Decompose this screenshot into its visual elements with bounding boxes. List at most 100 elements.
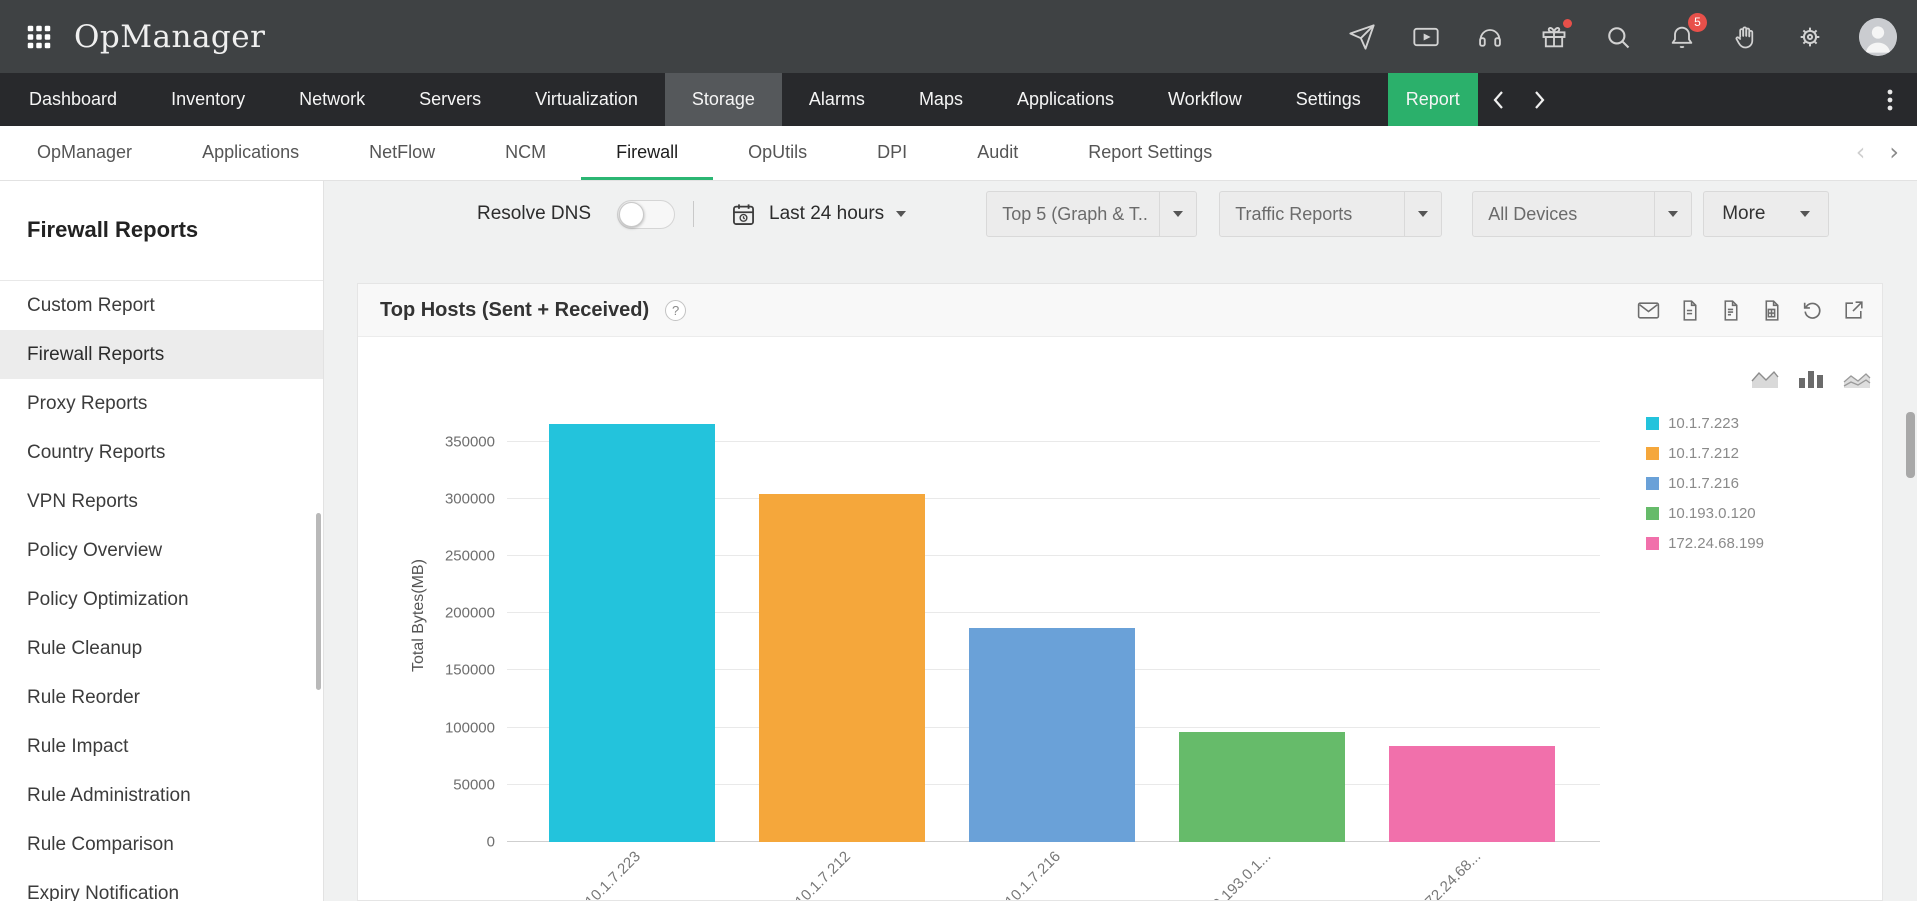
sidebar-item-rule-impact[interactable]: Rule Impact xyxy=(27,736,129,757)
toolbar-divider xyxy=(693,201,695,227)
nav-item-applications[interactable]: Applications xyxy=(1016,89,1115,109)
subnav-item-opmanager[interactable]: OpManager xyxy=(37,142,133,162)
bar-10-193-0-120[interactable]: 10.193.0.1... xyxy=(1179,732,1345,900)
main-nav-items: Dashboard Inventory Network Servers Virtuali… xyxy=(2,73,1478,126)
settings-gear-icon[interactable] xyxy=(1795,22,1825,52)
x-tick-label: 10.1.7.223 xyxy=(581,848,645,901)
subnav-item-report-settings[interactable]: Report Settings xyxy=(1088,142,1213,162)
sidebar-item-rule-cleanup[interactable]: Rule Cleanup xyxy=(27,638,143,659)
nav-item-dashboard[interactable]: Dashboard xyxy=(29,89,118,109)
apps-grid-icon[interactable] xyxy=(24,22,54,52)
email-icon[interactable] xyxy=(1635,297,1661,323)
legend-item-10-193-0-120[interactable]: 10.193.0.120 xyxy=(1646,498,1764,528)
sidebar-item-rule-comparison[interactable]: Rule Comparison xyxy=(27,834,174,855)
gridline xyxy=(507,612,1600,614)
sidebar-items: Custom Report Firewall Reports Proxy Repor… xyxy=(0,281,323,901)
time-range-chevron-down-icon[interactable] xyxy=(896,211,907,217)
legend-item-172-24-68-199[interactable]: 172.24.68.199 xyxy=(1646,528,1764,558)
bar-chart-icon[interactable] xyxy=(1796,368,1826,395)
dropdown-report-type[interactable]: Traffic Reports xyxy=(1219,191,1443,237)
resolve-dns-toggle[interactable] xyxy=(617,199,676,229)
hand-icon[interactable] xyxy=(1731,22,1761,52)
nav-item-storage[interactable]: Storage xyxy=(664,73,782,126)
report-title: Top Hosts (Sent + Received) xyxy=(380,298,650,321)
sidebar-item-proxy-reports[interactable]: Proxy Reports xyxy=(27,393,148,414)
nav-item-virtualization[interactable]: Virtualization xyxy=(535,89,638,109)
bar-10-1-7-223[interactable]: 10.1.7.223 xyxy=(549,424,715,900)
bar-10-1-7-212[interactable]: 10.1.7.212 xyxy=(759,494,925,900)
subnav-item-oputils[interactable]: OpUtils xyxy=(748,142,808,162)
chevron-down-icon xyxy=(1405,211,1441,217)
excel-export-icon[interactable] xyxy=(1758,297,1784,323)
sidebar-item-policy-overview[interactable]: Policy Overview xyxy=(27,540,163,561)
legend-item-10-1-7-223[interactable]: 10.1.7.223 xyxy=(1646,408,1764,438)
nav-item-network[interactable]: Network xyxy=(299,89,366,109)
notification-count-badge: 5 xyxy=(1688,12,1707,32)
legend-item-10-1-7-216[interactable]: 10.1.7.216 xyxy=(1646,468,1764,498)
pdf-export-icon[interactable] xyxy=(1676,297,1702,323)
sidebar-item-custom-report[interactable]: Custom Report xyxy=(27,295,155,316)
subnav-scroll-left-icon[interactable]: ‹ xyxy=(1855,138,1866,166)
sidebar-item-policy-optimization[interactable]: Policy Optimization xyxy=(27,589,189,610)
time-range-value[interactable]: Last 24 hours xyxy=(769,203,885,224)
sub-nav: OpManager Applications NetFlow NCM Firewall O… xyxy=(0,126,1917,181)
gridline xyxy=(507,440,1600,442)
sidebar-item-rule-administration[interactable]: Rule Administration xyxy=(27,785,191,806)
nav-item-maps[interactable]: Maps xyxy=(918,89,963,109)
export-icon[interactable] xyxy=(1840,297,1866,323)
history-icon[interactable] xyxy=(1799,297,1825,323)
search-icon[interactable] xyxy=(1603,22,1633,52)
gift-icon[interactable] xyxy=(1539,18,1572,52)
nav-item-servers[interactable]: Servers xyxy=(419,89,482,109)
toolbar-dropdowns: Top 5 (Graph & T... Traffic Reports All De… xyxy=(906,191,1693,237)
legend-label: 10.193.0.120 xyxy=(1668,504,1756,522)
bar-172-24-68-199[interactable]: 172.24.68... xyxy=(1389,745,1555,900)
more-button[interactable]: More xyxy=(1703,191,1830,237)
stacked-area-chart-icon[interactable] xyxy=(1842,368,1872,395)
notifications-bell-icon[interactable]: 5 xyxy=(1667,12,1707,52)
subnav-scroll-right-icon[interactable]: › xyxy=(1889,138,1899,166)
y-tick-label: 200000 xyxy=(444,604,495,622)
sidebar-item-expiry-notification[interactable]: Expiry Notification xyxy=(27,883,180,901)
subnav-item-ncm[interactable]: NCM xyxy=(505,142,547,162)
nav-item-inventory[interactable]: Inventory xyxy=(171,89,246,109)
nav-scroll-left-icon[interactable] xyxy=(1492,90,1505,110)
sidebar-item-firewall-reports[interactable]: Firewall Reports xyxy=(0,330,323,379)
chart-area: Total Bytes(MB) 0 50000 100000 150000 200000… xyxy=(358,337,1882,900)
nav-item-report[interactable]: Report xyxy=(1387,73,1478,126)
area-chart-icon[interactable] xyxy=(1750,368,1780,395)
legend-item-10-1-7-212[interactable]: 10.1.7.212 xyxy=(1646,438,1764,468)
y-tick-label: 350000 xyxy=(444,433,495,451)
nav-overflow-menu-icon[interactable] xyxy=(1887,73,1917,126)
csv-export-icon[interactable] xyxy=(1717,297,1743,323)
dropdown-separator xyxy=(1404,192,1406,236)
launch-rocket-icon[interactable] xyxy=(1347,22,1377,52)
user-avatar[interactable] xyxy=(1859,17,1897,56)
nav-item-workflow[interactable]: Workflow xyxy=(1168,89,1242,109)
bar-10-1-7-216[interactable]: 10.1.7.216 xyxy=(969,628,1135,900)
subnav-item-netflow[interactable]: NetFlow xyxy=(369,142,436,162)
sidebar-scrollbar[interactable] xyxy=(316,513,321,690)
help-icon[interactable]: ? xyxy=(665,299,687,321)
dropdown-top-n[interactable]: Top 5 (Graph & T... xyxy=(986,191,1198,237)
chart-plot: Total Bytes(MB) 0 50000 100000 150000 200000… xyxy=(410,389,1600,900)
toggle-knob xyxy=(619,201,645,227)
nav-item-alarms[interactable]: Alarms xyxy=(808,89,865,109)
sidebar-item-vpn-reports[interactable]: VPN Reports xyxy=(27,491,138,512)
headset-icon[interactable] xyxy=(1475,22,1505,52)
y-tick-label: 100000 xyxy=(444,719,495,737)
nav-item-settings[interactable]: Settings xyxy=(1295,89,1361,109)
subnav-item-dpi[interactable]: DPI xyxy=(877,142,908,162)
subnav-item-applications[interactable]: Applications xyxy=(202,142,300,162)
calendar-icon[interactable] xyxy=(730,201,757,228)
legend-label: 10.1.7.216 xyxy=(1668,474,1739,492)
nav-scroll-right-icon[interactable] xyxy=(1533,90,1546,110)
sidebar-item-rule-reorder[interactable]: Rule Reorder xyxy=(27,687,140,708)
page-scrollbar[interactable] xyxy=(1906,412,1915,478)
subnav-item-firewall[interactable]: Firewall xyxy=(581,126,714,180)
video-icon[interactable] xyxy=(1411,22,1441,52)
report-toolbar: Resolve DNS Last 24 hours Top 5 (Graph &… xyxy=(477,190,1917,238)
subnav-item-audit[interactable]: Audit xyxy=(977,142,1019,162)
sidebar-item-country-reports[interactable]: Country Reports xyxy=(27,442,166,463)
dropdown-device-scope[interactable]: All Devices xyxy=(1472,191,1693,237)
